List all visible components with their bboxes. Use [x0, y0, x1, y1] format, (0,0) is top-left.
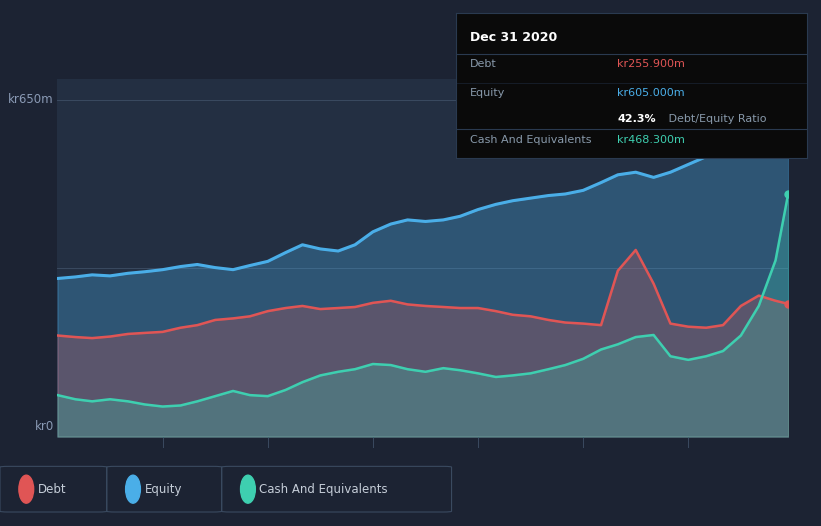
Text: kr468.300m: kr468.300m [617, 135, 686, 145]
Text: kr650m: kr650m [8, 93, 54, 106]
Text: 2018: 2018 [462, 462, 494, 474]
Text: 2020: 2020 [672, 462, 704, 474]
Ellipse shape [241, 475, 255, 503]
Text: kr0: kr0 [34, 420, 54, 433]
Ellipse shape [126, 475, 140, 503]
Text: Equity: Equity [470, 88, 505, 98]
Text: Debt: Debt [470, 59, 497, 69]
Text: kr605.000m: kr605.000m [617, 88, 685, 98]
Text: Equity: Equity [144, 483, 182, 495]
Text: Debt: Debt [38, 483, 67, 495]
Text: Debt/Equity Ratio: Debt/Equity Ratio [665, 114, 766, 125]
Text: 2016: 2016 [252, 462, 283, 474]
Text: 2019: 2019 [567, 462, 599, 474]
Text: Cash And Equivalents: Cash And Equivalents [470, 135, 591, 145]
Text: Cash And Equivalents: Cash And Equivalents [259, 483, 388, 495]
Text: Dec 31 2020: Dec 31 2020 [470, 31, 557, 44]
Text: kr255.900m: kr255.900m [617, 59, 686, 69]
Text: 2015: 2015 [147, 462, 178, 474]
Ellipse shape [19, 475, 34, 503]
Text: 42.3%: 42.3% [617, 114, 656, 125]
Text: 2017: 2017 [357, 462, 389, 474]
